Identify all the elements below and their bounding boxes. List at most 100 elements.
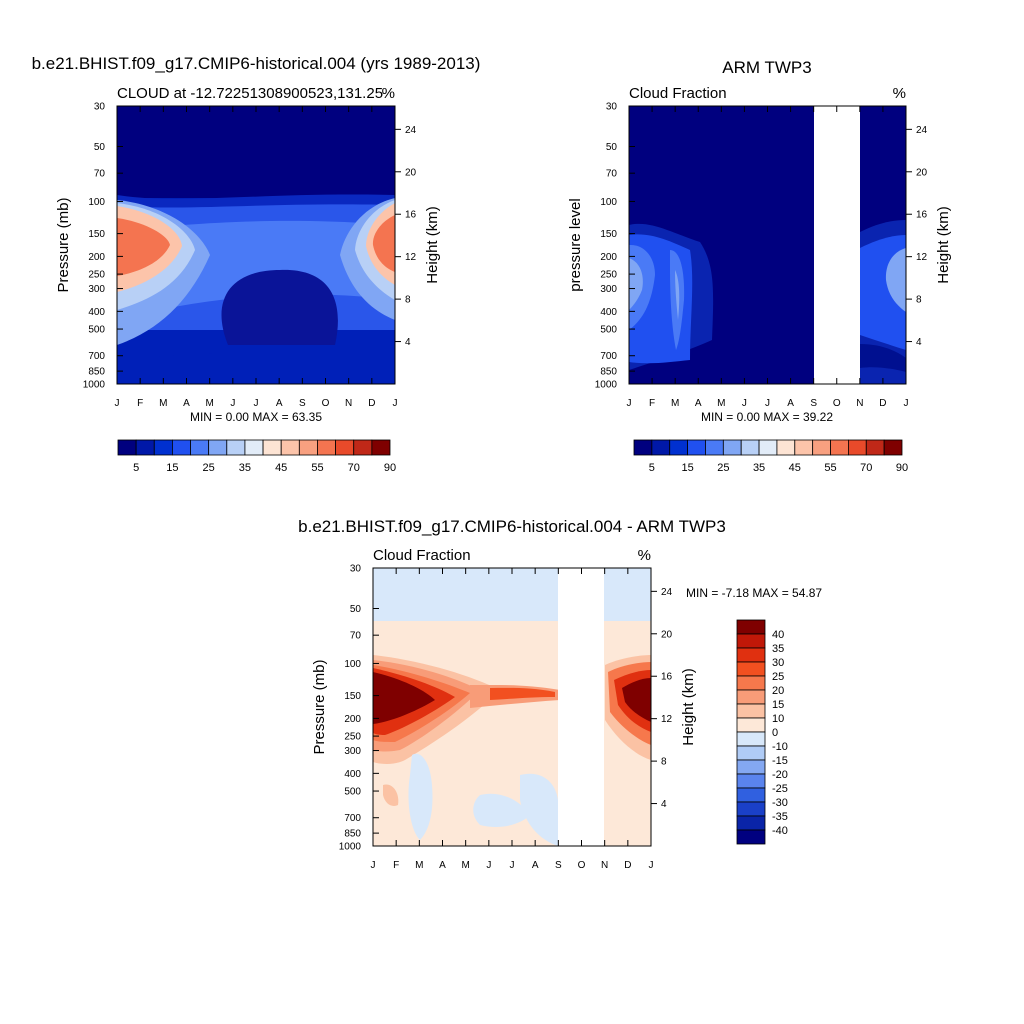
diff-left-label: Cloud Fraction (373, 547, 471, 564)
diff-colorbar-label: -35 (772, 811, 788, 823)
obs-colorbar-label: 35 (753, 462, 765, 474)
obs-xtick-label: A (787, 398, 794, 409)
diff-colorbar-label: -15 (772, 755, 788, 767)
obs-ylabel: pressure level (567, 198, 584, 291)
diff-colorbar-swatch (736, 787, 766, 803)
diff-colorbar-swatch (736, 717, 766, 733)
model-ylabel: Pressure (mb) (55, 197, 72, 292)
diff-ytick-label: 250 (344, 732, 361, 743)
model-inner-dark (221, 269, 338, 345)
obs-xtick-label: O (833, 398, 841, 409)
model-xtick-label: F (137, 398, 143, 409)
obs-colorbar-swatch (776, 439, 796, 456)
diff-xtick-label: F (393, 860, 399, 871)
diff-ytick-label: 150 (344, 691, 361, 702)
diff-xtick-label: J (510, 860, 515, 871)
diff-colorbar-swatch (736, 801, 766, 817)
obs-colorbar-swatch (705, 439, 724, 456)
obs-ylabel-right: Height (km) (935, 206, 952, 284)
model-colorbar-swatch (335, 439, 355, 456)
diff-colorbar-swatch (736, 633, 766, 649)
model-colorbar-swatch (208, 439, 228, 456)
diff-stats: MIN = -7.18 MAX = 54.87 (686, 586, 822, 600)
model-colorbar-swatch (117, 439, 137, 456)
diff-title: b.e21.BHIST.f09_g17.CMIP6-historical.004… (298, 517, 726, 536)
diff-ytick-label: 300 (344, 746, 361, 757)
model-colorbar-swatch (317, 439, 337, 456)
obs-mid-streak-light (675, 270, 680, 320)
model-ytick-label: 300 (88, 284, 105, 295)
obs-colorbar-swatch (633, 439, 653, 456)
model-ytick-right-label: 20 (405, 167, 417, 178)
diff-colorbar-label: -30 (772, 797, 788, 809)
diff-colorbar-swatch (736, 829, 766, 845)
diff-colorbar-label: 30 (772, 657, 784, 669)
obs-colorbar-swatch (740, 439, 760, 456)
obs-xtick-label: S (810, 398, 817, 409)
diff-xtick-label: J (486, 860, 491, 871)
obs-ytick-right-label: 4 (916, 337, 922, 348)
diff-ytick-label: 700 (344, 813, 361, 824)
diff-colorbar-swatch (736, 703, 766, 719)
obs-ytick-right-label: 8 (916, 295, 922, 306)
model-colorbar-swatch (298, 439, 318, 456)
diff-colorbar-swatch (736, 745, 766, 761)
diff-xtick-label: J (649, 860, 654, 871)
diff-xtick-label: D (624, 860, 631, 871)
model-ytick-label: 70 (94, 169, 106, 180)
model-ytick-right-label: 16 (405, 210, 417, 221)
model-xtick-label: N (345, 398, 352, 409)
model-ytick-label: 250 (88, 270, 105, 281)
obs-ytick-label: 150 (600, 229, 617, 240)
obs-title: ARM TWP3 (722, 58, 811, 77)
diff-contour-field (373, 568, 651, 846)
diff-ylabel: Pressure (mb) (311, 659, 328, 754)
obs-colorbar-label: 45 (789, 462, 801, 474)
obs-right-label: % (893, 85, 906, 102)
diff-ytick-right-label: 8 (661, 757, 667, 768)
obs-colorbar-label: 55 (824, 462, 836, 474)
model-colorbar-swatch (262, 439, 282, 456)
diff-colorbar-label: 0 (772, 727, 778, 739)
model-ytick-label: 500 (88, 325, 105, 336)
obs-colorbar-swatch (883, 439, 903, 456)
obs-colorbar-swatch (687, 439, 706, 456)
diff-mid-streak-core (490, 687, 555, 700)
diff-colorbar-swatch (736, 773, 766, 789)
obs-colorbar-label: 70 (860, 462, 872, 474)
model-colorbar-swatch (280, 439, 300, 456)
model-right-label: % (382, 85, 395, 102)
obs-left-label: Cloud Fraction (629, 85, 727, 102)
obs-colorbar-swatch (865, 439, 885, 456)
model-colorbar-swatch (171, 439, 191, 456)
diff-colorbar-swatch (736, 815, 766, 831)
diff-colorbar: 40 35 30 25 20 15 10 0 -10 -15 -20 -25 -30 -35 -40 (736, 619, 788, 845)
model-ytick-label: 100 (88, 197, 105, 208)
model-colorbar-label: 55 (311, 462, 323, 474)
model-xtick-label: J (230, 398, 235, 409)
obs-ytick-right-label: 24 (916, 125, 928, 136)
obs-ytick-label: 1000 (595, 380, 618, 391)
obs-colorbar-label: 15 (681, 462, 693, 474)
model-colorbar-swatch (371, 439, 391, 456)
diff-blue-patch-2 (473, 793, 530, 827)
diff-xtick-label: A (532, 860, 539, 871)
model-ytick-label: 1000 (83, 380, 106, 391)
obs-ytick-label: 200 (600, 252, 617, 263)
diff-ytick-right-label: 12 (661, 714, 673, 725)
diff-colorbar-swatch (736, 619, 766, 635)
model-axes: J F M A M J J A S O N D J 30 50 70 100 150 200 250 300 400 500… (55, 102, 441, 410)
model-colorbar-label: 5 (133, 462, 139, 474)
model-ytick-label: 50 (94, 142, 106, 153)
obs-ytick-label: 250 (600, 270, 617, 281)
obs-colorbar-swatch (722, 439, 742, 456)
obs-colorbar: 5 15 25 35 45 55 70 90 (633, 439, 908, 474)
diff-ytick-label: 200 (344, 714, 361, 725)
model-colorbar-swatch (190, 439, 210, 456)
diff-colorbar-label: 40 (772, 629, 784, 641)
obs-missing-region (814, 106, 860, 384)
diff-ytick-label: 100 (344, 659, 361, 670)
model-colorbar-swatch (135, 439, 155, 456)
diff-blue-patch-3 (520, 773, 558, 846)
diff-xtick-label: M (461, 860, 469, 871)
